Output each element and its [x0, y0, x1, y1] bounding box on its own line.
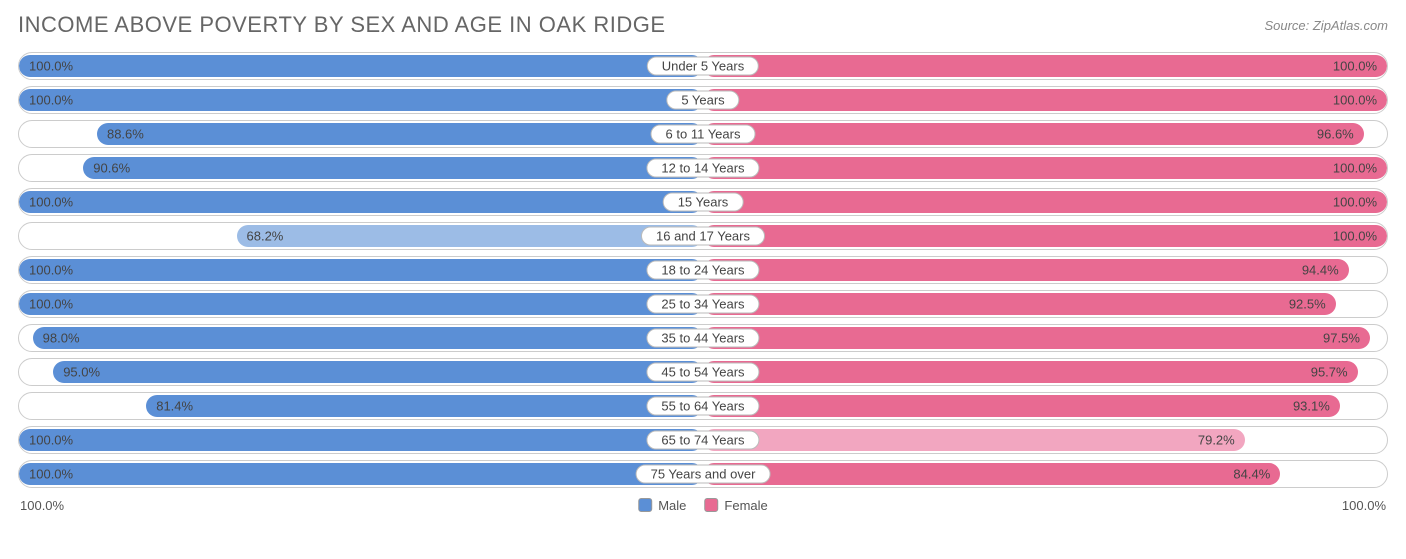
category-label: 25 to 34 Years [646, 295, 759, 314]
legend-swatch-male [638, 498, 652, 512]
legend: Male Female [638, 498, 768, 513]
male-value-label: 90.6% [93, 161, 130, 176]
male-bar [19, 259, 703, 281]
female-bar [703, 191, 1387, 213]
axis-label-left: 100.0% [20, 498, 64, 513]
legend-item-male: Male [638, 498, 686, 513]
male-bar [19, 55, 703, 77]
bar-row: 98.0% 97.5% 35 to 44 Years [18, 324, 1388, 352]
category-label: 6 to 11 Years [651, 125, 756, 144]
bar-row: 68.2% 100.0% 16 and 17 Years [18, 222, 1388, 250]
male-value-label: 100.0% [29, 467, 73, 482]
female-bar [703, 361, 1358, 383]
male-value-label: 81.4% [156, 399, 193, 414]
female-bar [703, 327, 1370, 349]
category-label: 16 and 17 Years [641, 227, 765, 246]
male-bar [33, 327, 703, 349]
category-label: 75 Years and over [636, 465, 771, 484]
female-bar [703, 463, 1280, 485]
male-value-label: 100.0% [29, 297, 73, 312]
female-bar [703, 123, 1364, 145]
female-value-label: 100.0% [1333, 195, 1377, 210]
male-bar [97, 123, 703, 145]
male-bar [53, 361, 703, 383]
male-value-label: 68.2% [247, 229, 284, 244]
male-bar [83, 157, 703, 179]
female-value-label: 84.4% [1233, 467, 1270, 482]
chart-title: INCOME ABOVE POVERTY BY SEX AND AGE IN O… [18, 12, 666, 38]
legend-label-female: Female [724, 498, 767, 513]
female-bar [703, 55, 1387, 77]
male-bar [146, 395, 703, 417]
male-bar [19, 293, 703, 315]
legend-label-male: Male [658, 498, 686, 513]
chart-footer: 100.0% Male Female 100.0% [18, 494, 1388, 516]
bar-row: 100.0% 79.2% 65 to 74 Years [18, 426, 1388, 454]
female-value-label: 100.0% [1333, 229, 1377, 244]
female-value-label: 92.5% [1289, 297, 1326, 312]
female-value-label: 100.0% [1333, 161, 1377, 176]
female-value-label: 96.6% [1317, 127, 1354, 142]
female-value-label: 100.0% [1333, 59, 1377, 74]
female-value-label: 79.2% [1198, 433, 1235, 448]
male-bar [19, 463, 703, 485]
legend-item-female: Female [704, 498, 767, 513]
bar-row: 100.0% 84.4% 75 Years and over [18, 460, 1388, 488]
male-value-label: 98.0% [43, 331, 80, 346]
bar-row: 100.0% 100.0% 15 Years [18, 188, 1388, 216]
female-value-label: 95.7% [1311, 365, 1348, 380]
male-value-label: 100.0% [29, 93, 73, 108]
female-bar [703, 293, 1336, 315]
category-label: Under 5 Years [647, 57, 759, 76]
female-bar [703, 259, 1349, 281]
bar-row: 100.0% 92.5% 25 to 34 Years [18, 290, 1388, 318]
category-label: 55 to 64 Years [646, 397, 759, 416]
bar-row: 100.0% 100.0% Under 5 Years [18, 52, 1388, 80]
female-value-label: 94.4% [1302, 263, 1339, 278]
male-bar [19, 191, 703, 213]
bar-row: 88.6% 96.6% 6 to 11 Years [18, 120, 1388, 148]
male-value-label: 95.0% [63, 365, 100, 380]
male-value-label: 100.0% [29, 59, 73, 74]
male-bar [19, 429, 703, 451]
male-value-label: 88.6% [107, 127, 144, 142]
diverging-bar-chart: 100.0% 100.0% Under 5 Years 100.0% 100.0% 5 Y… [18, 52, 1388, 488]
male-value-label: 100.0% [29, 433, 73, 448]
axis-label-right: 100.0% [1342, 498, 1386, 513]
male-bar [237, 225, 703, 247]
category-label: 45 to 54 Years [646, 363, 759, 382]
female-bar [703, 429, 1245, 451]
category-label: 5 Years [666, 91, 739, 110]
category-label: 65 to 74 Years [646, 431, 759, 450]
source-attribution: Source: ZipAtlas.com [1264, 18, 1388, 33]
female-bar [703, 89, 1387, 111]
female-bar [703, 225, 1387, 247]
bar-row: 81.4% 93.1% 55 to 64 Years [18, 392, 1388, 420]
female-bar [703, 395, 1340, 417]
female-value-label: 100.0% [1333, 93, 1377, 108]
male-value-label: 100.0% [29, 263, 73, 278]
bar-row: 100.0% 94.4% 18 to 24 Years [18, 256, 1388, 284]
category-label: 35 to 44 Years [646, 329, 759, 348]
male-bar [19, 89, 703, 111]
bar-row: 90.6% 100.0% 12 to 14 Years [18, 154, 1388, 182]
legend-swatch-female [704, 498, 718, 512]
female-value-label: 97.5% [1323, 331, 1360, 346]
female-value-label: 93.1% [1293, 399, 1330, 414]
bar-row: 100.0% 100.0% 5 Years [18, 86, 1388, 114]
category-label: 12 to 14 Years [646, 159, 759, 178]
category-label: 15 Years [663, 193, 744, 212]
male-value-label: 100.0% [29, 195, 73, 210]
female-bar [703, 157, 1387, 179]
bar-row: 95.0% 95.7% 45 to 54 Years [18, 358, 1388, 386]
category-label: 18 to 24 Years [646, 261, 759, 280]
